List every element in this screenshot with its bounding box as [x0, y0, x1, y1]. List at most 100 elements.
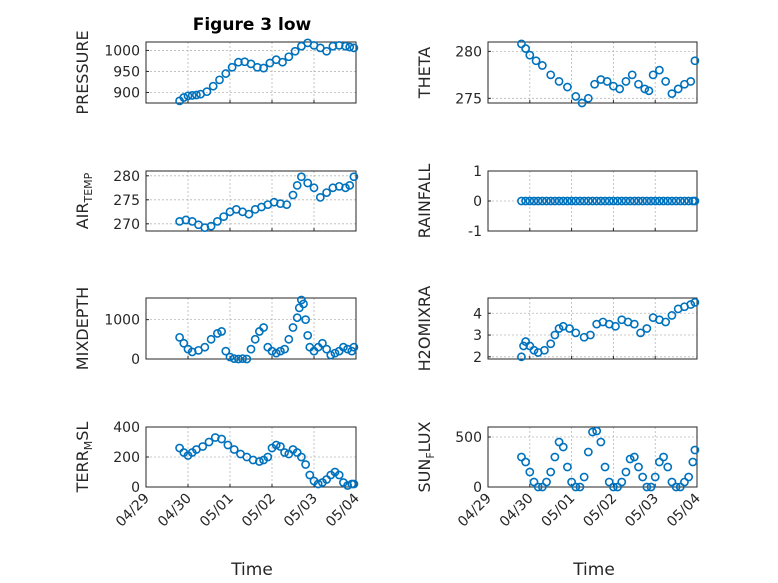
figure-title: Figure 3 low [193, 15, 312, 35]
data-point [625, 454, 635, 464]
y-axis-label: MIXDEPTH [73, 287, 92, 370]
data-point [642, 482, 652, 492]
y-axis-label-subscript: TEMP [82, 172, 95, 203]
data-point [525, 467, 535, 477]
data-point [642, 324, 652, 333]
data-point [313, 479, 323, 489]
data-point [577, 98, 587, 108]
subplot-rainfall: -1 0 1 RAINFALL [415, 164, 700, 240]
data-point [349, 342, 359, 352]
data-point [334, 40, 344, 50]
data-point [638, 472, 648, 482]
data-point [586, 330, 595, 340]
data-point [288, 190, 298, 200]
data-point [638, 196, 648, 206]
axes-frame [145, 170, 357, 232]
data-point [349, 479, 359, 489]
data-point [221, 69, 231, 78]
y-axis-label-main: PRESSURE [73, 30, 92, 114]
y-tick-label: 0 [473, 480, 482, 496]
subplot-pressure: 900 950 1000 PRESSURE [73, 30, 359, 115]
data-point [590, 79, 599, 89]
data-point [671, 196, 681, 206]
y-tick-label: 280 [113, 169, 140, 185]
data-point [663, 462, 673, 472]
subplot-mixdepth: 0 1000 MIXDEPTH [73, 287, 359, 370]
data-point [537, 196, 547, 206]
data-point [521, 44, 531, 53]
data-point [642, 196, 652, 206]
data-point [322, 46, 331, 56]
data-point [644, 86, 654, 96]
data-point [187, 91, 197, 100]
data-point [540, 345, 549, 355]
data-point [615, 84, 625, 94]
axes-frame [487, 41, 698, 104]
data-point [303, 178, 313, 188]
y-tick-label: 500 [455, 430, 482, 446]
data-point [537, 482, 547, 492]
data-point [571, 328, 581, 338]
data-point [341, 41, 350, 51]
data-point [521, 457, 531, 467]
x-axis-label-right: Time [572, 560, 615, 580]
data-point [629, 452, 639, 462]
data-point [280, 344, 289, 354]
data-point [659, 196, 668, 206]
data-point [604, 477, 614, 487]
data-point [661, 317, 671, 327]
data-point [282, 200, 292, 209]
data-point [299, 299, 308, 309]
data-point [621, 196, 631, 206]
data-point [588, 427, 597, 437]
data-point [646, 196, 656, 206]
y-tick-label: 3 [473, 328, 482, 344]
data-point [609, 196, 618, 206]
data-point [219, 212, 229, 221]
data-point [275, 442, 285, 451]
y-axis-label: PRESSURE [73, 30, 92, 114]
data-point [571, 92, 581, 101]
data-point [550, 452, 560, 462]
data-point [583, 196, 593, 206]
data-point [533, 482, 543, 492]
data-point [563, 196, 572, 206]
data-point [648, 70, 658, 80]
data-point [671, 482, 681, 492]
data-point [175, 443, 184, 453]
data-point [650, 472, 660, 482]
data-point [519, 341, 528, 351]
data-point [546, 467, 556, 477]
data-point [242, 354, 252, 364]
data-point [217, 434, 226, 444]
data-point [621, 467, 631, 477]
y-axis-label-main: RAINFALL [415, 164, 434, 239]
data-point [179, 338, 189, 348]
data-point [627, 70, 637, 80]
y-tick-label: 280 [455, 44, 482, 60]
data-point [271, 440, 281, 450]
y-tick-label: -1 [468, 224, 482, 240]
y-tick-label: 950 [113, 64, 140, 80]
data-point [690, 445, 700, 455]
x-tick-label: 05/01 [197, 491, 237, 531]
axes-frame [487, 297, 698, 360]
data-point [521, 196, 531, 206]
data-point [690, 297, 700, 307]
data-point [640, 84, 650, 94]
data-point [688, 457, 698, 467]
data-point [328, 41, 338, 51]
data-point [531, 56, 541, 66]
data-point [558, 442, 568, 452]
y-tick-label: 275 [113, 193, 140, 209]
y-axis-label-subscript: M [82, 441, 95, 451]
y-axis-label-subscript: F [424, 452, 437, 458]
data-point [686, 77, 696, 86]
data-point [546, 196, 556, 206]
data-point [596, 437, 606, 447]
data-point [275, 346, 285, 356]
data-point [654, 196, 664, 206]
data-point [654, 457, 664, 467]
data-point [305, 470, 315, 480]
data-point [322, 344, 331, 354]
